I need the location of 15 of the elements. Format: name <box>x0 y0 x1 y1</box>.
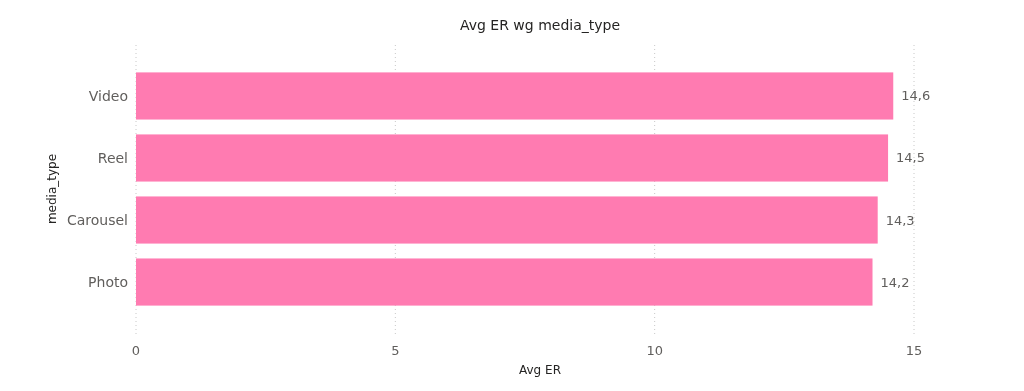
y-tick-label: Carousel <box>66 212 128 229</box>
x-tick-label: 10 <box>646 343 663 358</box>
x-axis-title: Avg ER <box>519 363 561 377</box>
y-tick-label: Photo <box>88 274 128 291</box>
y-tick-label: Reel <box>97 149 128 166</box>
data-label: 14,5 <box>896 150 926 166</box>
y-axis-title: media_type <box>45 153 59 225</box>
x-tick-label: 5 <box>391 343 400 358</box>
x-tick-label: 15 <box>905 343 923 358</box>
data-label: 14,3 <box>885 212 915 228</box>
data-label: 14,6 <box>901 88 931 104</box>
data-label: 14,2 <box>880 274 910 290</box>
y-tick-label: Video <box>88 87 128 104</box>
x-tick-label: 0 <box>131 343 141 358</box>
chart-title: Avg ER wg media_type <box>459 17 621 33</box>
